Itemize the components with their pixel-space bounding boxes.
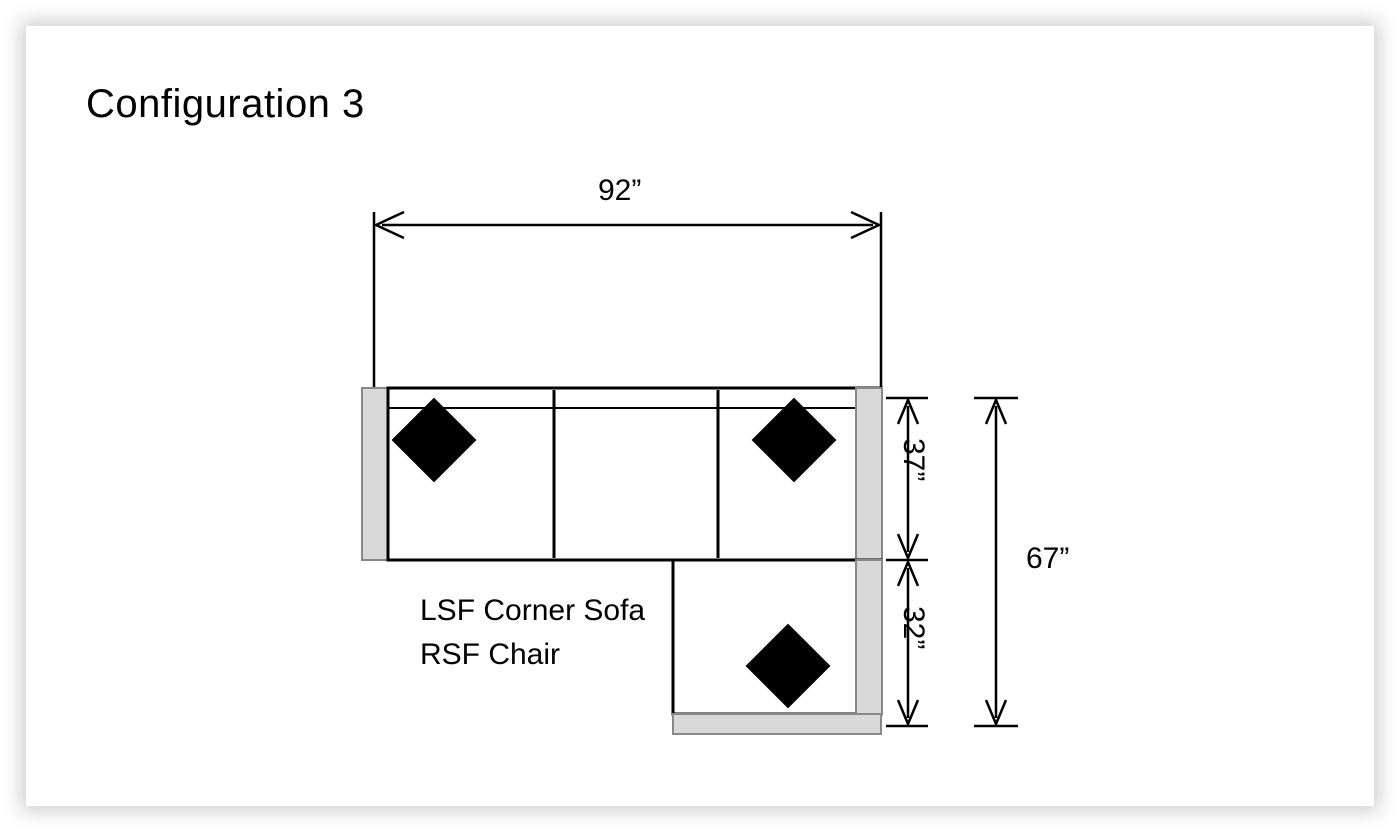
dim-height-outer (974, 398, 1018, 726)
dim-width-group (374, 212, 881, 388)
floorplan-svg (26, 26, 1374, 806)
dim-heights-inner (886, 398, 928, 726)
diagram-frame: Configuration 3 92” 37” 32” 67” LSF Corn… (26, 26, 1374, 806)
